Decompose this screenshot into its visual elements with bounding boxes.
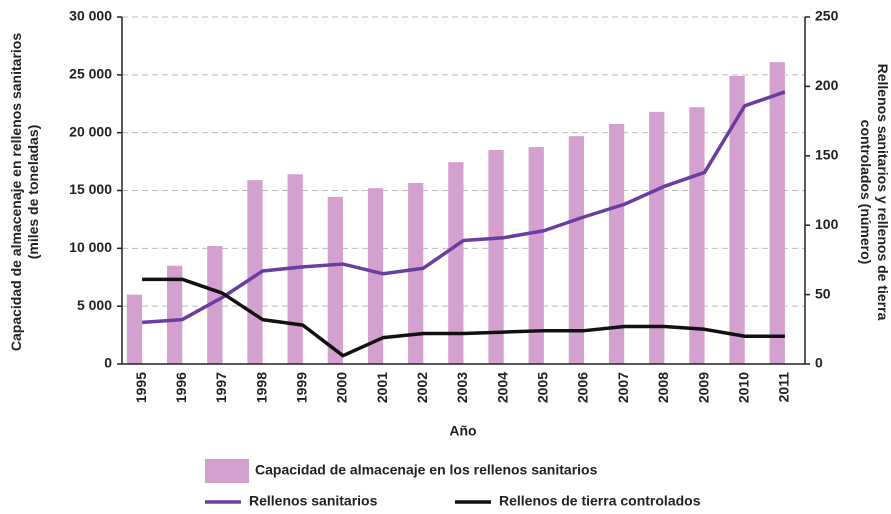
y-tick-label: 15 000 (69, 181, 112, 197)
bar (126, 294, 143, 364)
x-tick-label: 1998 (253, 372, 269, 403)
y-tick-label: 10 000 (69, 239, 112, 255)
bar (649, 111, 665, 364)
x-tick-label: 2000 (334, 372, 350, 403)
line (141, 90, 786, 325)
bar (689, 107, 705, 364)
x-tick-label: 1995 (133, 372, 149, 403)
y2-tick-label: 0 (815, 355, 823, 371)
y-axis-label: Capacidad de almacenaje en rellenos sani… (8, 32, 41, 352)
y-tick-label: 5 000 (77, 297, 112, 313)
bar (488, 150, 504, 364)
x-tick-label: 2007 (615, 372, 631, 403)
bar (408, 182, 424, 364)
y-tick-label: 25 000 (69, 66, 112, 82)
x-tick-label: 2001 (374, 372, 390, 403)
bar (448, 162, 464, 364)
x-tick-label: 1997 (213, 372, 229, 403)
y2-tick-label: 50 (815, 285, 831, 301)
bar (166, 265, 183, 364)
bar (729, 75, 745, 365)
bar (769, 62, 785, 365)
x-tick-label: 2006 (575, 372, 591, 403)
x-tick-label: 2005 (535, 372, 551, 403)
y-tick-label: 0 (104, 355, 112, 371)
bar (568, 136, 585, 364)
y-tick-label: 30 000 (69, 8, 112, 24)
x-tick-label: 2008 (655, 372, 671, 403)
x-tick-label: 2003 (454, 372, 470, 403)
x-tick-label: 1996 (173, 372, 189, 403)
x-tick-label: 2004 (494, 372, 510, 403)
y2-tick-label: 250 (815, 8, 839, 24)
y2-axis-label: Rellenos sanitarios y rellenos de tierra… (858, 63, 891, 321)
line (142, 277, 785, 358)
bar (608, 123, 625, 364)
legend-label: Rellenos de tierra controlados (499, 493, 701, 509)
bar (327, 196, 343, 364)
legend-label: Rellenos sanitarios (249, 493, 378, 509)
x-tick-label: 2002 (414, 372, 430, 403)
y-tick-label: 20 000 (69, 123, 112, 139)
bar (528, 147, 544, 364)
x-tick-label: 2011 (776, 372, 792, 403)
x-tick-label: 2009 (695, 372, 711, 403)
bar (367, 188, 384, 364)
y2-tick-label: 100 (815, 216, 839, 232)
y2-tick-label: 150 (815, 147, 839, 163)
legend-label: Capacidad de almacenaje en los rellenos … (255, 462, 598, 478)
x-tick-label: 2010 (735, 372, 751, 403)
y2-tick-label: 200 (815, 77, 839, 93)
legend-swatch (205, 459, 249, 483)
x-tick-label: 1999 (293, 372, 309, 403)
bar (207, 246, 223, 364)
x-axis-label: Año (449, 423, 476, 439)
